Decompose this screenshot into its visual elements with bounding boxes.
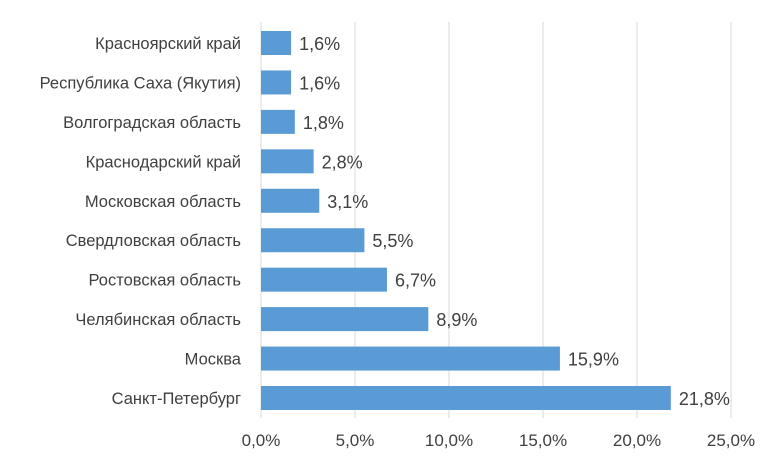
category-label: Краснодарский край [86,153,241,171]
data-label: 21,8% [679,389,730,409]
data-label: 1,6% [299,34,340,54]
data-label: 8,9% [436,310,477,330]
bar [261,188,320,213]
category-label: Челябинская область [75,311,241,329]
category-label: Волгоградская область [63,114,241,132]
data-label: 6,7% [395,271,436,291]
bar [261,31,292,55]
data-label: 1,6% [299,73,340,93]
data-label: 1,8% [303,113,344,133]
x-tick-label: 25,0% [707,431,755,450]
bar [261,149,314,174]
x-tick-label: 0,0% [242,431,281,450]
category-label: Красноярский край [95,35,241,53]
data-label: 2,8% [322,152,363,172]
bar [261,70,292,95]
category-label: Ростовская область [89,272,241,290]
bar [261,109,295,134]
x-tick-label: 20,0% [613,431,661,450]
x-tick-label: 5,0% [336,431,375,450]
data-label: 5,5% [372,231,413,251]
x-tick-label: 15,0% [519,431,567,450]
category-label: Свердловская область [66,232,241,250]
category-label: Республика Саха (Якутия) [40,74,241,92]
category-label: Санкт-Петербург [112,390,241,408]
bar [261,307,429,332]
bar [261,228,365,253]
data-label: 15,9% [568,350,619,370]
bar [261,386,671,410]
bar [261,267,387,292]
data-label: 3,1% [327,192,368,212]
x-tick-label: 10,0% [425,431,473,450]
category-label: Москва [185,351,242,369]
category-label: Московская область [85,193,241,211]
bar [261,346,560,371]
